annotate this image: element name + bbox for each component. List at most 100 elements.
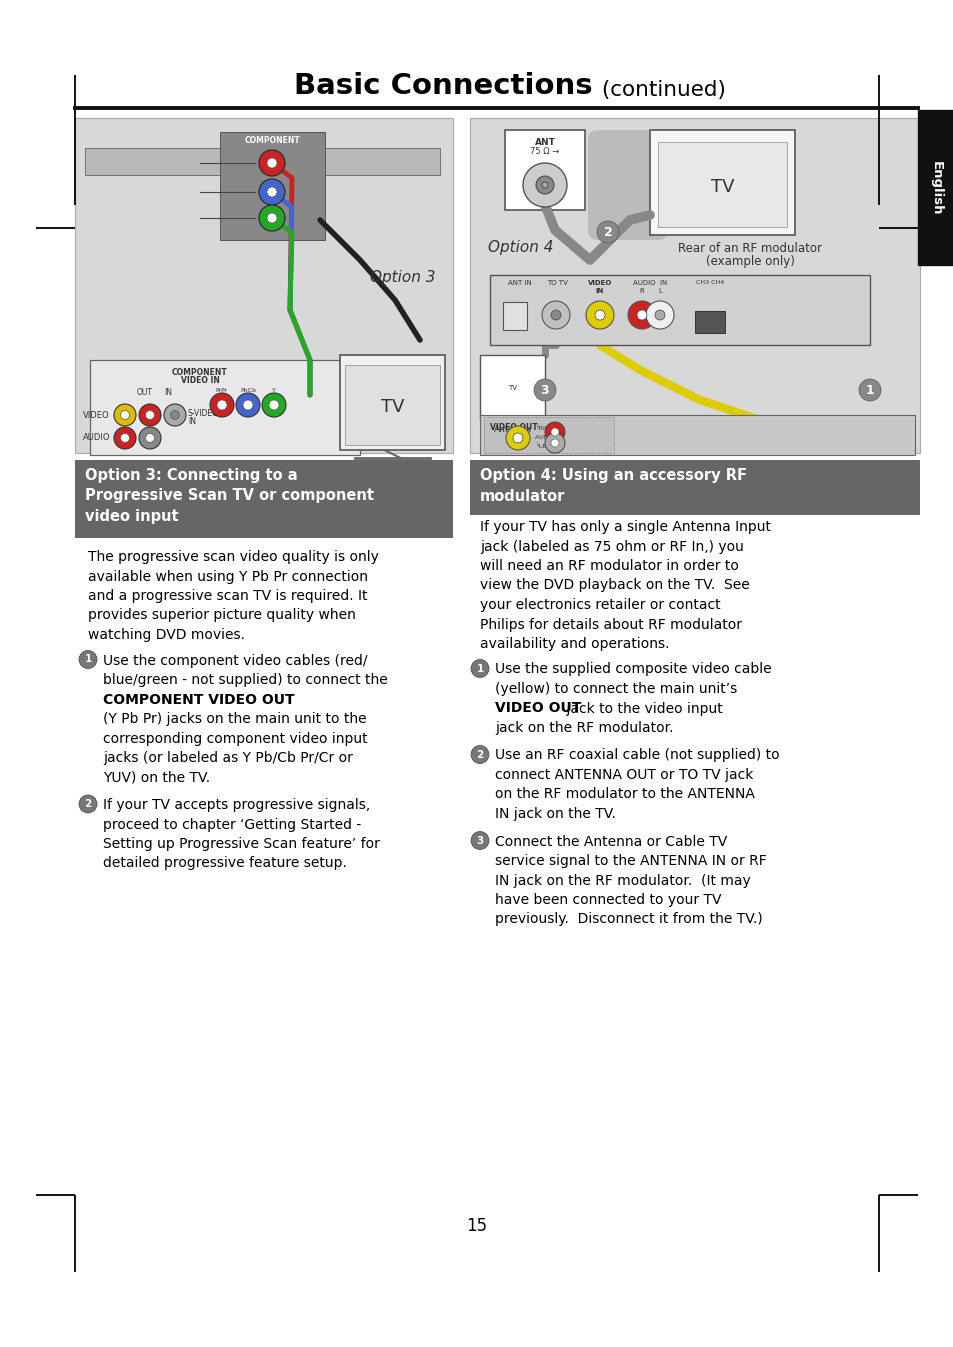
Circle shape [164,404,186,426]
Circle shape [471,660,489,678]
Text: If your TV has only a single Antenna Input: If your TV has only a single Antenna Inp… [479,520,770,533]
Circle shape [146,411,154,419]
Text: (Y Pb Pr) jacks on the main unit to the: (Y Pb Pr) jacks on the main unit to the [103,713,366,726]
Circle shape [113,404,136,426]
Text: view the DVD playback on the TV.  See: view the DVD playback on the TV. See [479,578,749,593]
Text: TV: TV [380,399,404,416]
Circle shape [258,179,285,205]
Text: 1: 1 [84,655,91,664]
Bar [490,275,869,345]
Circle shape [655,310,664,321]
Text: 15: 15 [466,1216,487,1235]
Circle shape [269,400,278,409]
Text: available when using Y Pb Pr connection: available when using Y Pb Pr connection [88,570,368,583]
Bar [504,131,584,210]
Circle shape [210,393,233,418]
Circle shape [120,411,130,419]
Text: The progressive scan video quality is only: The progressive scan video quality is on… [88,550,378,564]
Text: IN: IN [188,418,195,426]
Text: Connect the Antenna or Cable TV: Connect the Antenna or Cable TV [495,835,726,849]
Circle shape [541,300,569,329]
Circle shape [471,831,489,850]
Text: 2: 2 [603,225,612,238]
Circle shape [536,176,554,194]
Text: PrPr: PrPr [215,388,228,393]
Circle shape [262,393,286,418]
Text: jack to the video input: jack to the video input [561,702,722,715]
Text: corresponding component video input: corresponding component video input [103,731,367,745]
Circle shape [505,426,530,450]
Bar [479,356,544,420]
Circle shape [471,745,489,764]
Text: watching DVD movies.: watching DVD movies. [88,628,245,643]
Text: Setting up Progressive Scan feature’ for: Setting up Progressive Scan feature’ for [103,836,379,851]
Text: 2: 2 [476,749,483,760]
Text: If your TV accepts progressive signals,: If your TV accepts progressive signals, [103,797,370,812]
Circle shape [267,187,276,197]
Bar [345,365,439,445]
Circle shape [645,300,673,329]
Text: └LEFT: └LEFT [535,443,553,449]
Circle shape [258,150,285,176]
Circle shape [544,432,564,453]
Text: VIDEO: VIDEO [587,280,612,286]
Text: blue/green - not supplied) to connect the: blue/green - not supplied) to connect th… [103,674,387,687]
Text: jack (labeled as 75 ohm or RF In,) you: jack (labeled as 75 ohm or RF In,) you [479,540,743,554]
Text: will need an RF modulator in order to: will need an RF modulator in order to [479,559,739,572]
Bar [917,110,953,265]
Text: service signal to the ANTENNA IN or RF: service signal to the ANTENNA IN or RF [495,854,766,867]
Text: Philips for details about RF modulator: Philips for details about RF modulator [479,617,741,632]
Text: └RIGHT: └RIGHT [535,426,558,431]
Text: jacks (or labeled as Y Pb/Cb Pr/Cr or: jacks (or labeled as Y Pb/Cb Pr/Cr or [103,752,353,765]
Text: Rear of an RF modulator: Rear of an RF modulator [678,242,821,255]
Circle shape [216,400,227,409]
Text: TV: TV [710,179,734,197]
Text: and a progressive scan TV is required. It: and a progressive scan TV is required. I… [88,589,367,603]
Text: Y: Y [272,388,275,393]
Text: IN jack on the TV.: IN jack on the TV. [495,807,616,822]
Circle shape [534,379,556,401]
Text: Use the supplied composite video cable: Use the supplied composite video cable [495,663,771,676]
Text: R: R [639,288,643,294]
Text: OUT: OUT [137,388,152,397]
Text: (continued): (continued) [595,79,725,100]
Text: PbCb: PbCb [240,388,255,393]
Text: YUV) on the TV.: YUV) on the TV. [103,770,210,784]
Bar [658,141,786,228]
Text: AUDIO  IN: AUDIO IN [632,280,666,286]
Circle shape [113,427,136,449]
Text: English: English [928,160,942,216]
Bar [339,356,444,450]
Circle shape [235,393,260,418]
Circle shape [551,439,558,447]
Text: Basic Connections: Basic Connections [294,71,593,100]
Circle shape [595,310,604,321]
Text: on the RF modulator to the ANTENNA: on the RF modulator to the ANTENNA [495,788,754,801]
Text: VIDEO OUT: VIDEO OUT [495,702,580,715]
Text: IN: IN [164,388,172,397]
Text: TO TV: TO TV [547,280,568,286]
Circle shape [522,163,566,207]
Circle shape [79,651,97,668]
Bar [75,459,453,537]
Circle shape [585,300,614,329]
Bar [85,148,439,175]
Text: AUDIO: AUDIO [82,434,110,443]
FancyBboxPatch shape [587,131,667,240]
Text: your electronics retailer or contact: your electronics retailer or contact [479,598,720,612]
Text: IN: IN [596,288,603,294]
Circle shape [139,427,161,449]
Circle shape [637,310,646,321]
Circle shape [171,411,179,419]
Circle shape [551,428,558,436]
Text: VIDEO: VIDEO [83,411,110,419]
Text: availability and operations.: availability and operations. [479,637,669,651]
Text: COMPONENT VIDEO OUT: COMPONENT VIDEO OUT [103,692,294,706]
Text: ANT: ANT [534,137,555,147]
Text: CH3 CH4: CH3 CH4 [695,280,723,286]
Text: provides superior picture quality when: provides superior picture quality when [88,609,355,622]
Circle shape [139,404,161,426]
Text: VIDEO OUT: VIDEO OUT [490,423,537,432]
Circle shape [551,310,560,321]
Text: detailed progressive feature setup.: detailed progressive feature setup. [103,857,347,870]
